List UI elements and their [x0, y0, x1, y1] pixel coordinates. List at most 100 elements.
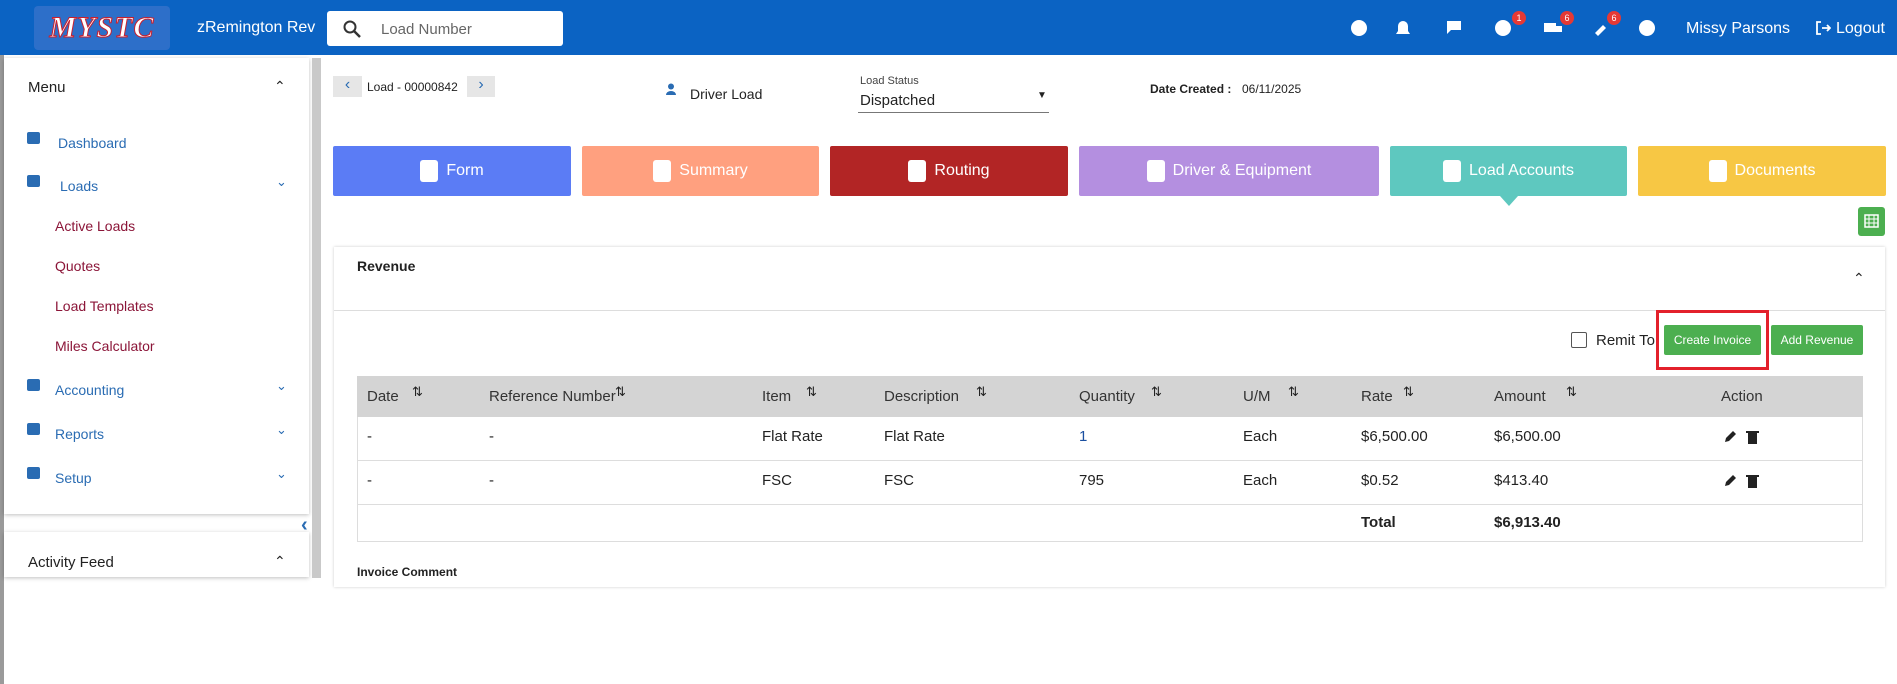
underline	[858, 112, 1049, 113]
splitter	[312, 58, 321, 578]
collapse[interactable]: ‹	[301, 514, 308, 536]
row-actions	[1723, 473, 1763, 494]
nav-icon	[27, 379, 40, 391]
column-header[interactable]: Description	[884, 388, 960, 405]
dropdown-arrow[interactable]: ▼	[1037, 90, 1047, 101]
row-line	[357, 504, 1863, 505]
tab[interactable]: Summary	[582, 146, 819, 196]
top-bar	[0, 0, 1897, 55]
revenue-card	[334, 247, 1885, 587]
remit-checkbox[interactable]	[1571, 332, 1587, 348]
nav-icon	[27, 423, 40, 435]
tab-label: Documents	[1734, 162, 1816, 179]
logout-icon[interactable]	[1815, 20, 1831, 36]
sort-icon[interactable]: ⇅	[412, 384, 423, 399]
date-label: Date Created :	[1150, 82, 1232, 96]
sort-icon[interactable]: ⇅	[1151, 384, 1162, 399]
tab-icon	[1146, 160, 1165, 182]
column-header[interactable]: U/M	[1243, 388, 1271, 405]
tab-icon	[1443, 160, 1462, 182]
next-load[interactable]: ›	[467, 76, 495, 97]
cell: -	[367, 428, 372, 445]
status[interactable]: Dispatched	[860, 92, 936, 109]
sort-icon[interactable]: ⇅	[806, 384, 817, 399]
total-value: $6,913.40	[1494, 514, 1561, 531]
column-header[interactable]: Rate	[1361, 388, 1393, 405]
tab-pointer	[1500, 196, 1518, 206]
nav-icon	[27, 467, 40, 479]
search-box[interactable]: Load Number	[327, 11, 563, 46]
column-header[interactable]: Amount	[1494, 388, 1546, 405]
activity-feed[interactable]: Activity Feed	[28, 554, 114, 571]
chevron[interactable]: ⌃	[274, 78, 286, 94]
activity-panel	[4, 532, 309, 577]
chevron[interactable]: ⌄	[276, 174, 287, 189]
tab-label: Summary	[679, 162, 748, 179]
cell: Flat Rate	[884, 428, 945, 445]
nav-item[interactable]: Loads	[60, 178, 99, 194]
cell: $0.52	[1361, 472, 1399, 489]
chevron[interactable]: ⌄	[276, 378, 287, 393]
nav-subitem[interactable]: Quotes	[55, 258, 101, 274]
load-number: Load - 00000842	[367, 80, 458, 94]
remit-to: Remit To	[1596, 332, 1655, 349]
tab[interactable]: Driver & Equipment	[1079, 146, 1379, 196]
nav-icon	[27, 132, 40, 144]
chevron[interactable]: ⌃	[274, 553, 286, 569]
tab-icon	[420, 160, 439, 182]
column-header[interactable]: Item	[762, 388, 792, 405]
tab[interactable]: Routing	[830, 146, 1068, 196]
chevron[interactable]: ⌄	[276, 466, 287, 481]
tab[interactable]: Load Accounts	[1390, 146, 1627, 196]
sort-icon[interactable]: ⇅	[1288, 384, 1299, 399]
person-icon	[666, 83, 676, 95]
user-name[interactable]: Missy Parsons	[1686, 20, 1791, 37]
nav-item[interactable]: Reports	[55, 426, 105, 442]
cell: FSC	[762, 472, 792, 489]
divider	[334, 310, 1885, 311]
tab[interactable]: Form	[333, 146, 571, 196]
row-actions	[1723, 429, 1763, 450]
sidebar	[4, 58, 309, 514]
chevron[interactable]: ⌃	[1853, 270, 1865, 286]
logout[interactable]: Logout	[1836, 20, 1885, 37]
tab-label: Load Accounts	[1469, 162, 1574, 179]
column-header[interactable]: Date	[367, 388, 399, 405]
nav-subitem[interactable]: Miles Calculator	[55, 338, 155, 354]
action-icons[interactable]	[1723, 429, 1763, 445]
sort-icon[interactable]: ⇅	[976, 384, 987, 399]
logo[interactable]: MYSTC	[34, 6, 170, 50]
nav-item[interactable]: Dashboard	[58, 135, 127, 151]
nav-item[interactable]: Accounting	[55, 382, 125, 398]
nav-item[interactable]: Setup	[55, 470, 92, 486]
column-header[interactable]: Reference Number	[489, 388, 616, 405]
driver-load: Driver Load	[690, 86, 763, 102]
export-button[interactable]	[1858, 207, 1885, 236]
highlight-box	[1656, 310, 1769, 370]
nav-subitem[interactable]: Load Templates	[55, 298, 154, 314]
column-header[interactable]: Action	[1721, 388, 1763, 405]
cell: Each	[1243, 428, 1278, 445]
chevron[interactable]: ⌄	[276, 422, 287, 437]
sort-icon[interactable]: ⇅	[1403, 384, 1414, 399]
badge: 6	[1607, 11, 1621, 25]
add-revenue[interactable]: Add Revenue	[1771, 325, 1863, 355]
left-edge	[0, 0, 4, 684]
create-invoice[interactable]: Create Invoice	[1664, 325, 1761, 355]
header-icons	[1351, 20, 1655, 36]
sort-icon[interactable]: ⇅	[615, 384, 626, 399]
tab-icon	[653, 160, 672, 182]
action-icons[interactable]	[1723, 473, 1763, 489]
cell: $6,500.00	[1494, 428, 1561, 445]
status-label: Load Status	[860, 75, 919, 87]
prev-load[interactable]: ‹	[333, 76, 362, 97]
date-created: 06/11/2025	[1242, 82, 1302, 96]
total-label: Total	[1361, 514, 1396, 531]
column-header[interactable]: Quantity	[1079, 388, 1135, 405]
nav-subitem[interactable]: Active Loads	[55, 218, 136, 234]
tab[interactable]: Documents	[1638, 146, 1886, 196]
sort-icon[interactable]: ⇅	[1566, 384, 1577, 399]
tab-icon	[908, 160, 927, 182]
badge: 1	[1512, 11, 1526, 25]
